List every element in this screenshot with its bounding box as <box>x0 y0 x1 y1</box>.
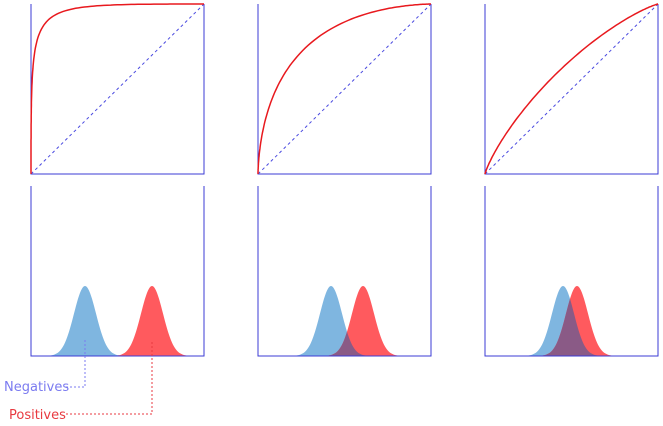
chance-diagonal <box>257 3 432 175</box>
roc-curve <box>30 3 204 174</box>
legend-callouts: Negatives Positives <box>4 340 153 423</box>
negatives-label: Negatives <box>4 380 69 395</box>
distribution-panel-2 <box>257 186 432 357</box>
roc-curve <box>484 3 659 175</box>
roc-panels <box>30 3 659 175</box>
overlap-region <box>486 298 657 356</box>
overlap-region <box>259 331 430 356</box>
chance-diagonal <box>30 3 205 175</box>
roc-axes <box>30 4 205 175</box>
roc-axes <box>257 4 432 175</box>
distribution-axes <box>257 186 432 357</box>
roc-panel-3 <box>484 3 659 175</box>
distribution-panels <box>30 186 659 357</box>
roc-curve <box>257 3 431 174</box>
roc-axes <box>484 4 659 175</box>
distribution-panel-1 <box>30 186 205 357</box>
distribution-axes <box>484 186 659 357</box>
distribution-panel-3 <box>484 186 659 357</box>
chance-diagonal <box>484 3 659 175</box>
distribution-axes <box>30 186 205 357</box>
positives-distribution <box>32 286 203 356</box>
roc-panel-1 <box>30 3 205 175</box>
positives-label: Positives <box>9 408 66 423</box>
negatives-distribution <box>32 286 203 356</box>
roc-panel-2 <box>257 3 432 175</box>
positives-leader-line <box>66 342 153 415</box>
